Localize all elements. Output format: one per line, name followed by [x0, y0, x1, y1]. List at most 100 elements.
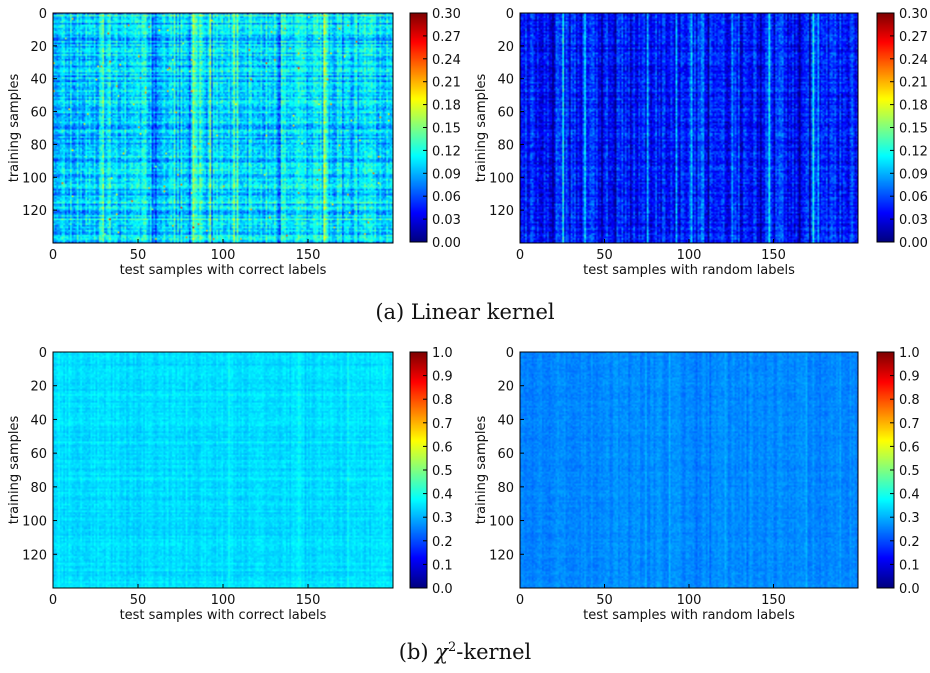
x-tick-label: 50 — [130, 248, 147, 263]
colorbar-tick-label: 0.3 — [899, 511, 920, 526]
colorbar-tick-label: 0.8 — [899, 393, 920, 408]
colorbar-tick-label: 1.0 — [432, 346, 453, 361]
colorbar-tick-label: 0.15 — [899, 122, 928, 137]
x-tick-label: 50 — [596, 248, 613, 263]
colorbar-tick-label: 0.24 — [899, 53, 928, 68]
x-tick-label: 0 — [49, 593, 57, 608]
caption-chi2-kernel: (b) χ2-kernel — [0, 640, 930, 664]
heatmap-image — [53, 13, 393, 243]
colorbar-tick-label: 0.2 — [899, 535, 920, 550]
heatmap-image — [520, 13, 858, 243]
y-tick-label: 120 — [22, 204, 47, 219]
x-tick-label: 150 — [761, 248, 786, 263]
y-tick-label: 0 — [39, 346, 47, 361]
caption-symbol: χ — [435, 640, 448, 664]
colorbar-tick-label: 0.27 — [899, 30, 928, 45]
y-axis-label: training samples — [7, 74, 22, 183]
x-tick-label: 50 — [130, 593, 147, 608]
x-tick-label: 100 — [211, 248, 236, 263]
colorbar-tick-label: 0.2 — [432, 535, 453, 550]
colorbar — [877, 13, 894, 242]
colorbar-tick-label: 0.7 — [899, 417, 920, 432]
colorbar-tick-label: 0.00 — [899, 236, 928, 251]
x-tick-label: 100 — [677, 248, 702, 263]
y-tick-label: 100 — [489, 515, 514, 530]
colorbar-tick-label: 0.21 — [432, 76, 461, 91]
y-tick-label: 100 — [22, 171, 47, 186]
x-tick-label: 0 — [49, 248, 57, 263]
colorbar-tick-label: 0.15 — [432, 122, 461, 137]
x-tick-label: 100 — [211, 593, 236, 608]
colorbar-tick-label: 0.5 — [432, 464, 453, 479]
colorbar-tick-label: 0.03 — [899, 213, 928, 228]
y-tick-label: 40 — [30, 73, 47, 88]
y-tick-label: 0 — [506, 7, 514, 22]
colorbar-tick-label: 0.18 — [899, 99, 928, 114]
colorbar-tick-label: 0.12 — [432, 144, 461, 159]
y-tick-label: 20 — [497, 40, 514, 55]
y-tick-label: 60 — [497, 106, 514, 121]
y-tick-label: 20 — [497, 380, 514, 395]
y-tick-label: 60 — [497, 447, 514, 462]
x-tick-label: 150 — [296, 248, 321, 263]
colorbar-tick-label: 0.30 — [899, 7, 928, 22]
x-tick-label: 0 — [516, 248, 524, 263]
colorbar-tick-label: 0.24 — [432, 53, 461, 68]
x-tick-label: 150 — [296, 593, 321, 608]
x-axis-label: test samples with correct labels — [120, 608, 327, 623]
colorbar-tick-label: 0.06 — [432, 190, 461, 205]
y-tick-label: 40 — [497, 413, 514, 428]
colorbar-tick-label: 0.8 — [432, 393, 453, 408]
y-tick-label: 0 — [506, 346, 514, 361]
colorbar-tick-label: 0.9 — [432, 370, 453, 385]
x-axis-label: test samples with correct labels — [120, 263, 327, 278]
colorbar-tick-label: 0.3 — [432, 511, 453, 526]
colorbar-tick-label: 0.1 — [432, 558, 453, 573]
y-tick-label: 120 — [22, 548, 47, 563]
colorbar-tick-label: 0.0 — [899, 582, 920, 597]
x-tick-label: 0 — [516, 593, 524, 608]
colorbar — [410, 13, 427, 242]
y-tick-label: 60 — [30, 106, 47, 121]
y-tick-label: 60 — [30, 447, 47, 462]
y-tick-label: 100 — [489, 171, 514, 186]
colorbar-tick-label: 0.18 — [432, 99, 461, 114]
colorbar-tick-label: 0.03 — [432, 213, 461, 228]
y-tick-label: 80 — [30, 138, 47, 153]
colorbar-tick-label: 0.00 — [432, 236, 461, 251]
colorbar — [410, 352, 427, 588]
y-tick-label: 120 — [489, 548, 514, 563]
y-tick-label: 40 — [30, 413, 47, 428]
y-tick-label: 0 — [39, 7, 47, 22]
colorbar-tick-label: 0.09 — [432, 167, 461, 182]
colorbar-tick-label: 1.0 — [899, 346, 920, 361]
colorbar-tick-label: 0.12 — [899, 144, 928, 159]
colorbar-tick-label: 0.6 — [432, 440, 453, 455]
y-tick-label: 20 — [30, 380, 47, 395]
colorbar-tick-label: 0.4 — [432, 488, 453, 503]
caption-prefix: (b) — [398, 640, 436, 664]
x-tick-label: 100 — [677, 593, 702, 608]
x-tick-label: 150 — [761, 593, 786, 608]
colorbar-tick-label: 0.0 — [432, 582, 453, 597]
colorbar-tick-label: 0.7 — [432, 417, 453, 432]
y-tick-label: 80 — [497, 481, 514, 496]
x-axis-label: test samples with random labels — [583, 263, 795, 278]
caption-suffix: -kernel — [456, 640, 532, 664]
colorbar-tick-label: 0.6 — [899, 440, 920, 455]
colorbar-tick-label: 0.06 — [899, 190, 928, 205]
y-axis-label: training samples — [7, 416, 22, 525]
colorbar-tick-label: 0.9 — [899, 370, 920, 385]
colorbar-tick-label: 0.30 — [432, 7, 461, 22]
colorbar-tick-label: 0.4 — [899, 488, 920, 503]
colorbar-tick-label: 0.09 — [899, 167, 928, 182]
heatmap-image — [520, 352, 858, 588]
y-tick-label: 120 — [489, 204, 514, 219]
colorbar-tick-label: 0.21 — [899, 76, 928, 91]
y-tick-label: 40 — [497, 73, 514, 88]
y-tick-label: 80 — [497, 138, 514, 153]
y-tick-label: 80 — [30, 481, 47, 496]
y-axis-label: training samples — [474, 416, 489, 525]
colorbar-tick-label: 0.1 — [899, 558, 920, 573]
